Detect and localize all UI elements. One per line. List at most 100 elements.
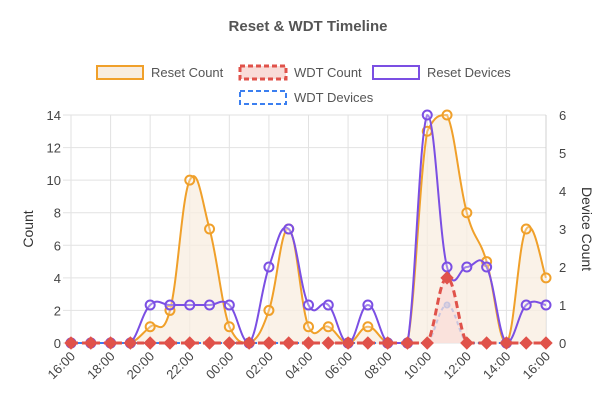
x-tick-label: 10:00: [401, 349, 435, 383]
y-tick-label: 4: [54, 271, 61, 286]
y-tick-label: 12: [47, 141, 61, 156]
data-point: [540, 272, 552, 284]
data-point: [183, 336, 197, 350]
data-point: [460, 336, 474, 350]
y-axis-left: 0 2 4 6 8 10 12 14: [47, 108, 61, 351]
x-tick-label: 08:00: [361, 349, 395, 383]
data-point: [499, 336, 514, 350]
y-axis-right: 0 1 2 3 4 5 6: [559, 108, 566, 351]
data-point: [143, 336, 157, 350]
data-point: [421, 109, 433, 121]
legend-label: WDT Devices: [294, 90, 374, 105]
legend-item: Reset Devices: [372, 65, 511, 80]
y-tick-label: 14: [47, 108, 61, 123]
data-point: [539, 336, 553, 350]
data-point: [479, 336, 494, 350]
data-point: [362, 321, 374, 333]
series-line: [71, 113, 547, 345]
data-point: [441, 261, 453, 273]
chart-title: Reset & WDT Timeline: [229, 18, 388, 35]
data-point: [322, 299, 334, 311]
y-tick-label: 6: [54, 238, 61, 253]
data-point: [164, 299, 176, 311]
legend-item: Reset Count: [96, 65, 224, 80]
y-tick-label: 10: [47, 173, 61, 188]
y-tick-label: 8: [54, 206, 61, 221]
data-point: [222, 336, 237, 350]
y2-axis-label: Device Count: [579, 187, 595, 271]
x-tick-label: 18:00: [84, 349, 118, 383]
data-point: [461, 261, 473, 273]
data-point: [144, 321, 156, 333]
data-point: [520, 299, 532, 311]
legend-swatch: [238, 64, 288, 81]
data-point: [263, 304, 275, 316]
series-area: [71, 277, 546, 343]
data-point: [380, 336, 395, 350]
series-wdt-count: [64, 271, 553, 350]
data-point: [420, 336, 434, 350]
data-point: [223, 299, 235, 311]
data-point: [362, 299, 374, 311]
data-point: [440, 271, 454, 285]
data-point: [184, 174, 196, 186]
legend-swatch: [372, 65, 420, 80]
series-layer: [64, 109, 553, 350]
legend-item: WDT Devices: [239, 90, 374, 105]
legend-item: WDT Count: [238, 64, 362, 81]
data-point: [441, 109, 453, 121]
y2-tick-label: 6: [559, 108, 566, 123]
x-tick-label: 00:00: [203, 349, 237, 383]
data-point: [163, 336, 177, 350]
data-point: [103, 336, 118, 350]
data-point: [481, 261, 493, 273]
y2-tick-label: 3: [559, 222, 566, 237]
x-tick-label: 04:00: [282, 349, 316, 383]
series-line: [71, 113, 547, 345]
data-point: [322, 321, 334, 333]
x-tick-label: 06:00: [322, 349, 356, 383]
legend-label: Reset Devices: [427, 65, 511, 80]
data-point: [204, 223, 216, 235]
data-point: [461, 207, 473, 219]
data-point: [184, 299, 196, 311]
legend: Reset Count WDT Count Reset Devices WDT Dev…: [96, 64, 511, 105]
legend-swatch: [239, 90, 287, 105]
data-point: [204, 299, 216, 311]
data-point: [262, 336, 276, 350]
data-point: [242, 336, 256, 350]
data-point: [282, 336, 296, 350]
data-point: [520, 223, 532, 235]
data-point: [301, 336, 316, 350]
y-tick-label: 2: [54, 303, 61, 318]
x-tick-label: 16:00: [520, 349, 554, 383]
data-point: [519, 336, 533, 350]
data-point: [202, 336, 217, 350]
data-point: [400, 336, 415, 350]
data-point: [223, 321, 235, 333]
y2-tick-label: 0: [559, 336, 566, 351]
data-point: [303, 299, 314, 311]
x-tick-label: 16:00: [45, 349, 79, 383]
data-point: [123, 336, 138, 350]
legend-swatch: [96, 65, 144, 80]
x-tick-label: 14:00: [480, 349, 514, 383]
x-axis: 16:00 18:00 20:00 22:00 00:00 02:00 04:00 06:00…: [45, 349, 554, 383]
legend-label: Reset Count: [151, 65, 224, 80]
legend-label: WDT Count: [294, 65, 362, 80]
data-point: [540, 299, 552, 311]
data-point: [263, 261, 275, 273]
data-point: [361, 336, 375, 350]
data-point: [144, 299, 156, 311]
y2-tick-label: 2: [559, 260, 566, 275]
y2-tick-label: 5: [559, 146, 566, 161]
y-axis-label: Count: [20, 210, 36, 247]
series-area: [71, 115, 546, 343]
data-point: [64, 336, 78, 350]
data-point: [84, 336, 98, 350]
data-point: [303, 321, 314, 333]
x-tick-label: 22:00: [163, 349, 197, 383]
x-tick-label: 20:00: [124, 349, 158, 383]
data-point: [341, 336, 355, 350]
